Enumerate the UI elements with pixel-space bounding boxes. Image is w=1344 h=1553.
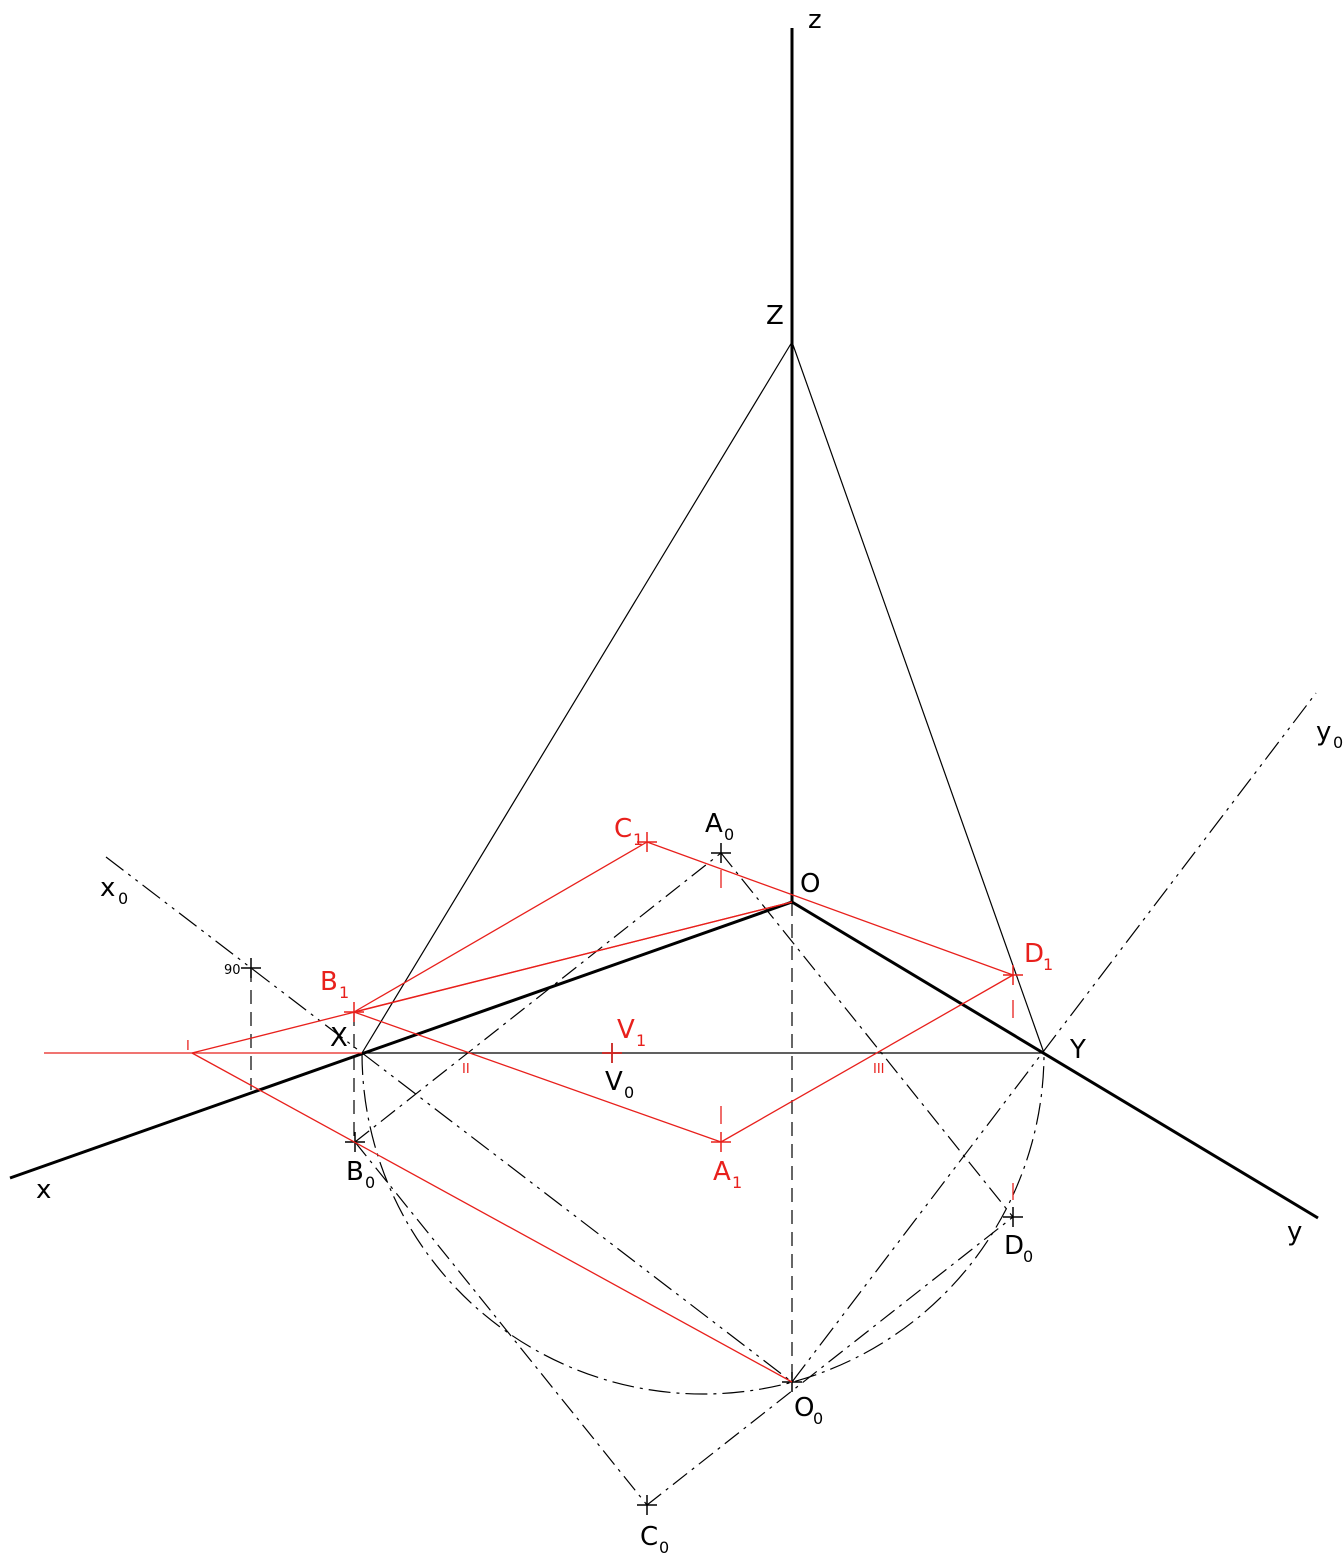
svg-text:x: x [100,873,115,903]
edge-i-o [191,901,793,1054]
line-b0-c0 [354,1141,648,1506]
line-a0-d0 [720,852,1014,1218]
marker-v1 [602,1043,622,1063]
red-ticks [720,870,1014,1200]
label-A0: A 0 [705,809,734,844]
red-markers [344,832,1023,1152]
marker-d1 [1003,965,1023,985]
thales-semicircle [361,1052,1045,1395]
svg-text:0: 0 [118,889,128,908]
svg-text:y: y [1316,717,1331,747]
svg-text:B: B [320,967,338,997]
marker-b1 [344,1002,364,1022]
svg-text:B: B [346,1157,364,1187]
svg-text:C: C [640,1522,658,1552]
label-O0: O 0 [794,1393,823,1428]
label-roman-1: I [186,1039,190,1054]
marker-c0 [637,1495,657,1515]
svg-text:D: D [1024,939,1044,969]
label-Z: Z [766,301,784,331]
label-roman-3: III [873,1062,885,1077]
svg-text:0: 0 [624,1083,634,1102]
svg-text:0: 0 [724,825,734,844]
svg-text:0: 0 [365,1173,375,1192]
labels-red: C 1 B 1 D 1 A 1 V 1 I II III [186,814,1053,1192]
label-D0: D 0 [1004,1231,1033,1266]
trace-triangle-xz [361,341,793,1054]
marker-a0 [711,843,731,863]
edge-i-o0 [191,1052,793,1383]
result-layer [44,832,1023,1383]
marker-d0 [1003,1207,1023,1227]
label-x-axis: x [36,1175,51,1205]
edge-c1-d1 [646,841,1014,976]
label-B1: B 1 [320,967,349,1002]
svg-text:0: 0 [659,1538,669,1553]
svg-text:A: A [713,1157,731,1187]
label-C1: C 1 [614,814,643,849]
label-y0: y 0 [1316,717,1343,752]
x-axis [9,900,793,1180]
label-V1: V 1 [617,1015,646,1050]
marker-c1 [637,832,657,852]
label-D1: D 1 [1024,939,1053,974]
svg-text:1: 1 [339,983,349,1002]
label-y-axis: y [1287,1217,1302,1247]
marker-90 [241,958,261,978]
label-A1: A 1 [713,1157,742,1192]
svg-text:1: 1 [1043,955,1053,974]
svg-text:D: D [1004,1231,1024,1261]
edge-c1-b1 [353,841,648,1013]
labels-black: z Z O X Y x y x 0 y 0 A 0 B 0 C 0 D 0 [36,5,1343,1553]
label-X: X [330,1023,348,1053]
edge-a1-d1 [720,974,1014,1143]
svg-text:1: 1 [732,1173,742,1192]
label-z-axis: z [808,5,822,35]
y-axis [791,900,1319,1220]
svg-text:0: 0 [1333,733,1343,752]
svg-text:1: 1 [636,1031,646,1050]
label-V0: V 0 [605,1067,634,1102]
svg-text:0: 0 [1023,1247,1033,1266]
svg-text:V: V [605,1067,623,1097]
line-b0-a0 [354,852,722,1143]
svg-text:C: C [614,814,632,844]
marker-a1 [711,1132,731,1152]
svg-text:A: A [705,809,723,839]
label-x0: x 0 [100,873,128,908]
svg-text:V: V [617,1015,635,1045]
svg-text:1: 1 [633,830,643,849]
y0-axis [791,692,1317,1383]
construction-layer [9,28,1319,1515]
label-O: O [800,869,820,899]
label-Y: Y [1069,1035,1086,1065]
svg-text:0: 0 [813,1409,823,1428]
label-90: 90 [224,963,241,978]
edge-b1-a1 [353,1011,722,1143]
x0-axis [105,856,793,1383]
svg-text:O: O [794,1393,814,1423]
label-C0: C 0 [640,1522,669,1553]
label-roman-2: II [462,1062,470,1077]
label-B0: B 0 [346,1157,375,1192]
trace-triangle-yz [791,341,1045,1054]
line-c0-d0 [646,1216,1014,1506]
